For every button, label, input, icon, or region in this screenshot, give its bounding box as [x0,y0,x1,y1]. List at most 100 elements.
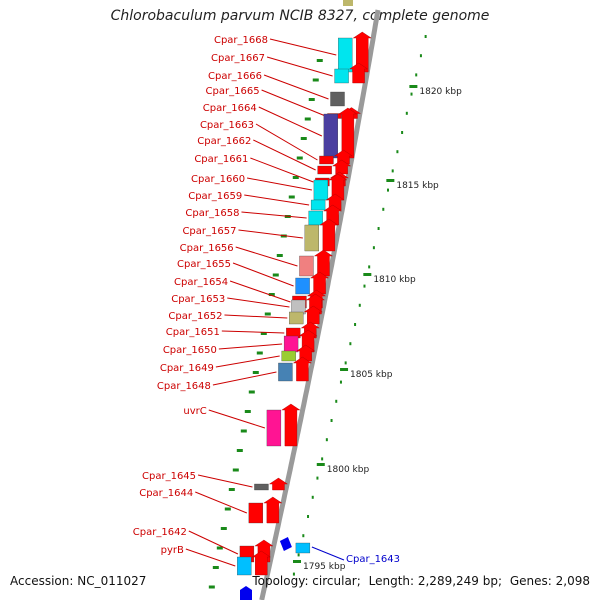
forward-arrow [328,173,348,201]
leader-line [255,123,318,161]
gene-label: uvrC [183,406,206,417]
scale-minor-tick [415,73,418,77]
gene-label: Cpar_1649 [160,363,214,374]
scale-major-tick [363,273,372,276]
gene-cpar-1657[interactable]: Cpar_1657 [182,218,339,252]
gene-uvrc[interactable]: uvrC [183,403,301,447]
gene-block [334,68,349,84]
gene-cpar-1668[interactable]: Cpar_1668 [214,31,372,73]
leader-line [238,229,303,239]
leader-line [246,177,313,191]
scale-major-tick [409,85,418,88]
gene-label: Cpar_1643 [346,554,400,565]
inner-tick [216,546,223,550]
gene-block [317,165,332,175]
gene-block [295,277,310,295]
scale-minor-tick [354,323,357,326]
leader-line [218,343,283,350]
gene-label: Cpar_1659 [188,191,242,202]
gene-label: Cpar_1652 [168,311,222,322]
gene-label: Cpar_1656 [180,243,234,254]
gene-label: Cpar_1642 [133,527,187,538]
gene-cpar-1644[interactable]: Cpar_1644 [139,488,283,524]
gene-cpar-1648[interactable]: Cpar_1648 [157,356,313,392]
scale-minor-tick [292,572,295,576]
scale-minor-tick [297,553,300,557]
inner-tick [288,195,295,199]
scale-minor-tick [325,438,328,442]
inner-tick [232,468,239,472]
scale-minor-tick [391,169,394,173]
gene-cpar-1659[interactable]: Cpar_1659 [188,191,345,211]
gene-cpar-1643[interactable]: Cpar_1643 [279,537,400,565]
scale-minor-tick [396,150,399,154]
gene-label: Cpar_1658 [185,208,239,219]
forward-arrow [319,218,339,252]
scale-minor-tick [302,534,305,538]
gene-pyrb[interactable]: pyrB [161,545,271,576]
gene-cpar-1664[interactable]: Cpar_1664 [203,103,358,159]
leader-line [253,139,316,171]
leader-line [266,56,333,77]
leader-line [311,546,345,561]
inner-tick [228,488,235,491]
scale-minor-tick [401,131,404,134]
gene-label: Cpar_1650 [163,345,217,356]
gene-cpar-1667[interactable]: Cpar_1667 [211,53,369,84]
forward-arrow [281,403,301,447]
gene-label: Cpar_1662 [197,136,251,147]
leader-line [221,330,285,334]
scale-tick-label: 1820 kbp [419,87,462,97]
gene-cpar-1652[interactable]: Cpar_1652 [168,305,323,325]
gene-block [308,210,323,226]
forward-arrow [352,31,372,73]
scale-tick-label: 1795 kbp [303,562,346,572]
gene-cpar-1649[interactable]: Cpar_1649 [160,344,316,374]
gene-cpar-1655[interactable]: Cpar_1655 [177,259,330,295]
leader-line [208,409,266,429]
forward-arrow [348,62,369,84]
forward-arrow [333,149,354,165]
gene-block [330,91,345,107]
gene-label: Cpar_1645 [142,471,196,482]
scale-minor-tick [311,495,314,499]
reverse-arrow [279,537,292,551]
leader-line [229,280,291,303]
gene-block [289,311,304,325]
gene-cpar-1642[interactable]: Cpar_1642 [133,527,274,563]
forward-arrow [309,271,330,295]
gene-cpar-1645[interactable]: Cpar_1645 [142,471,289,491]
leader-line [269,38,337,56]
partial-reverse-arrow [240,586,252,600]
inner-tick [220,527,227,530]
footer-summary: Topology: circular; Length: 2,289,249 bp… [252,574,590,588]
gene-block [266,409,282,447]
gene-label: Cpar_1653 [171,294,225,305]
gene-cpar-1656[interactable]: Cpar_1656 [180,243,334,277]
length-text: Length: 2,289,249 bp; [368,574,503,588]
inner-tick [264,312,271,316]
scale-minor-tick [386,188,389,192]
gene-cpar-1666[interactable]: Cpar_1666 [208,71,345,107]
gene-label: Cpar_1644 [139,488,193,499]
gene-cpar-1651[interactable]: Cpar_1651 [166,321,320,339]
inner-tick [248,390,255,394]
gene-cpar-1653[interactable]: Cpar_1653 [171,293,326,315]
leader-line [224,314,288,319]
inner-tick [292,176,299,179]
inner-tick [276,254,283,257]
leader-line [227,297,290,308]
gene-cpar-1660[interactable]: Cpar_1660 [191,173,348,201]
inner-tick [300,137,307,140]
partial-gene-block [343,0,353,6]
gene-cpar-1662[interactable]: Cpar_1662 [197,136,352,175]
scale-minor-tick [358,303,361,307]
scale-minor-tick [339,380,342,384]
leader-line [261,89,326,117]
inner-tick [240,429,247,433]
gene-cpar-1663[interactable]: Cpar_1663 [200,120,354,165]
scale-major-tick [293,560,302,563]
inner-tick [272,273,279,277]
gene-label: Cpar_1664 [203,103,257,114]
genome-backbone [259,9,381,600]
